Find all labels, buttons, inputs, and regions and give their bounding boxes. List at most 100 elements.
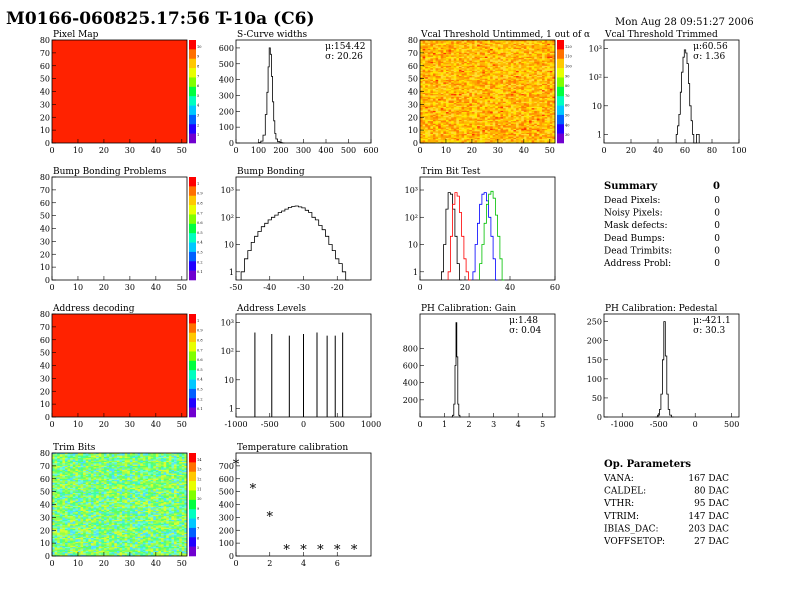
y-tick-label: 60 — [40, 199, 50, 208]
scatter-point: * — [283, 543, 290, 558]
color-scale-label: 60 — [565, 104, 569, 108]
address-levels-panel: Address Levels -1000 -500 0 500 1000 1 10 10² 10³ — [221, 304, 382, 429]
x-tick-label: -500 — [650, 420, 668, 429]
x-tick-label: 50 — [177, 559, 187, 568]
y-tick-label: 10 — [40, 400, 50, 409]
color-scale: 10 9 8 7 6 5 4 3 2 1 — [189, 40, 201, 144]
y-tick-label: 0 — [597, 413, 602, 422]
y-tick-label: 500 — [219, 60, 234, 69]
y-tick-label: 100 — [219, 539, 234, 548]
x-tick-label: 30 — [125, 283, 135, 292]
color-scale-label: 0.8 — [197, 338, 203, 342]
color-scale-label: 3 — [197, 114, 199, 118]
op_params-row-value: 95 DAC — [694, 499, 729, 509]
x-tick-label: -40 — [263, 283, 276, 292]
heatmap-fill — [52, 314, 187, 417]
y-tick-label: 20 — [40, 113, 50, 122]
y-tick-label: 50 — [40, 212, 50, 221]
panel-title: Trim Bit Test — [421, 167, 481, 177]
y-tick-label: 400 — [219, 501, 234, 510]
color-scale-label: 0.2 — [197, 260, 203, 264]
x-tick-label: 10 — [441, 146, 451, 155]
y-tick-label: 10² — [221, 347, 234, 356]
x-tick-label: 30 — [125, 146, 135, 155]
summary-row-label: Noisy Pixels: — [604, 209, 663, 219]
x-tick-label: 40 — [505, 283, 515, 292]
color-scale-label: 4 — [197, 104, 200, 108]
color-scale-label: 0.5 — [197, 231, 203, 235]
color-scale-label: 80 — [565, 84, 569, 88]
y-tick-label: 80 — [408, 36, 418, 45]
bump-bonding-panel: Bump Bonding -50 -40 -30 -20 1 10 10² 10³ — [221, 167, 372, 292]
panel-title: Bump Bonding Problems — [53, 167, 167, 177]
ph-gain-panel: PH Calibration: Gain 0 1 2 3 4 5 200 400 600 800 μ:… — [403, 304, 556, 429]
panel-title: Bump Bonding — [237, 167, 305, 177]
y-tick-label: 0 — [45, 139, 50, 148]
x-tick-label: 40 — [151, 420, 161, 429]
op_params-row-label: VTHR: — [603, 499, 634, 509]
color-scale-label: 0.1 — [197, 407, 203, 411]
histogram-series-1 — [447, 192, 471, 281]
color-scale-label: 0.8 — [197, 201, 203, 205]
y-tick-label: 200 — [587, 337, 602, 346]
op_params-row-value: 147 DAC — [688, 512, 729, 522]
x-tick-label: 500 — [341, 146, 356, 155]
y-tick-label: 70 — [408, 49, 418, 58]
color-scale-label: 10 — [197, 45, 201, 49]
y-tick-label: 50 — [40, 488, 50, 497]
y-tick-label: 70 — [40, 323, 50, 332]
y-tick-label: 0 — [229, 552, 234, 561]
x-tick-label: 20 — [460, 283, 470, 292]
x-tick-label: 0 — [233, 146, 238, 155]
panel-title: Temperature calibration — [237, 443, 348, 453]
temperature-calibration-panel: Temperature calibration 0 2 4 6 0 100 200 300 400… — [219, 443, 372, 568]
x-tick-label: -1000 — [611, 420, 634, 429]
color-scale-label: 0.6 — [197, 221, 203, 225]
x-tick-label: 1 — [442, 420, 447, 429]
x-tick-label: 20 — [626, 146, 636, 155]
color-scale-label: 9 — [197, 507, 199, 511]
color-scale-label: 12 — [197, 477, 201, 481]
x-tick-label: 300 — [296, 146, 311, 155]
color-scale-label: 7 — [197, 527, 199, 531]
histogram-line — [451, 322, 462, 418]
y-tick-label: 200 — [219, 526, 234, 535]
x-tick-label: 0 — [417, 283, 422, 292]
y-tick-label: 10² — [405, 213, 418, 222]
x-tick-label: 20 — [99, 559, 109, 568]
x-tick-label: 3 — [491, 420, 496, 429]
histogram-series-3 — [479, 190, 505, 281]
y-tick-label: 10 — [40, 126, 50, 135]
color-scale-label: 8 — [197, 64, 199, 68]
y-tick-label: 80 — [40, 173, 50, 182]
y-tick-label: 40 — [40, 88, 50, 97]
y-tick-label: 600 — [403, 362, 418, 371]
panel-title: Address decoding — [52, 304, 135, 314]
scatter-point: * — [233, 457, 240, 472]
x-tick-label: -20 — [331, 283, 344, 292]
stats-entry: σ: 20.26 — [325, 52, 363, 62]
plot-frame — [51, 176, 188, 281]
x-tick-label: 100 — [251, 146, 266, 155]
histogram-line — [258, 47, 285, 144]
color-scale: 1 0.9 0.8 0.7 0.6 0.5 0.4 0.3 0.2 0.1 — [189, 314, 203, 418]
color-scale-label: 13 — [197, 468, 201, 472]
y-tick-label: 400 — [403, 379, 418, 388]
heatmap-cells — [52, 453, 188, 557]
y-tick-label: 60 — [40, 475, 50, 484]
y-tick-label: 70 — [40, 186, 50, 195]
y-tick-label: 10² — [589, 73, 602, 82]
y-tick-label: 40 — [408, 88, 418, 97]
y-tick-label: 10³ — [589, 45, 602, 54]
summary-row-value: 0 — [714, 259, 720, 269]
stats-entry: μ:154.42 — [325, 42, 365, 52]
x-tick-label: 600 — [363, 146, 378, 155]
y-tick-label: 40 — [40, 225, 50, 234]
y-tick-label: 70 — [40, 49, 50, 58]
y-tick-label: 10³ — [405, 186, 418, 195]
x-tick-label: 30 — [125, 559, 135, 568]
y-tick-label: 10 — [40, 539, 50, 548]
color-scale-label: 7 — [197, 74, 199, 78]
x-tick-label: 50 — [177, 420, 187, 429]
stats-entry: μ:-421.1 — [693, 316, 731, 326]
